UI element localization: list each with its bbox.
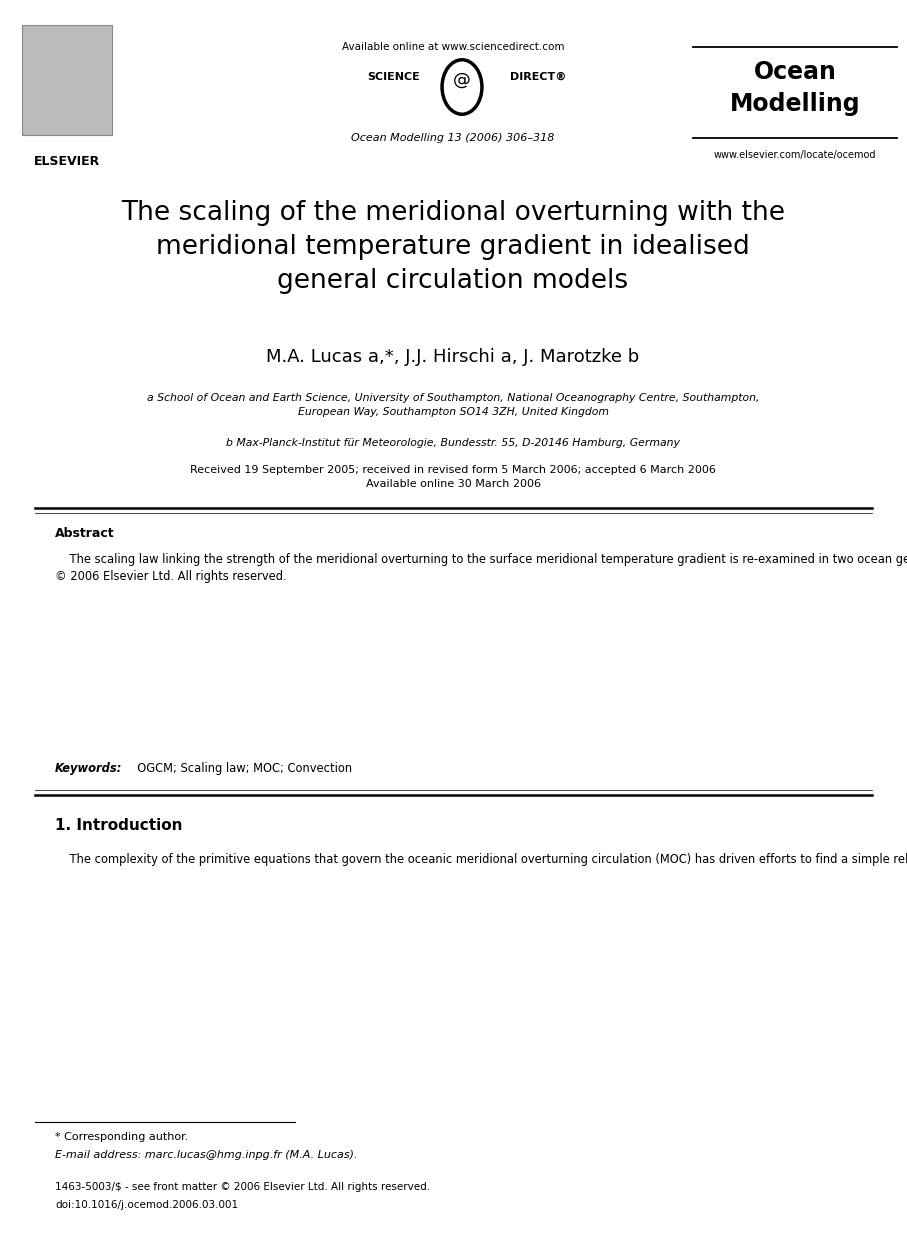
Text: The complexity of the primitive equations that govern the oceanic meridional ove: The complexity of the primitive equation… — [55, 853, 907, 867]
Text: * Corresponding author.: * Corresponding author. — [55, 1132, 189, 1141]
Text: 1463-5003/$ - see front matter © 2006 Elsevier Ltd. All rights reserved.: 1463-5003/$ - see front matter © 2006 El… — [55, 1182, 430, 1192]
Text: Received 19 September 2005; received in revised form 5 March 2006; accepted 6 Ma: Received 19 September 2005; received in … — [190, 465, 716, 489]
Text: @: @ — [454, 71, 471, 89]
Text: The scaling of the meridional overturning with the
meridional temperature gradie: The scaling of the meridional overturnin… — [121, 201, 785, 293]
Text: ELSEVIER: ELSEVIER — [34, 155, 100, 168]
Text: Modelling: Modelling — [730, 92, 861, 116]
Text: 1. Introduction: 1. Introduction — [55, 818, 182, 833]
Text: SCIENCE: SCIENCE — [367, 72, 420, 82]
Text: Ocean Modelling 13 (2006) 306–318: Ocean Modelling 13 (2006) 306–318 — [351, 132, 555, 144]
Text: a School of Ocean and Earth Science, University of Southampton, National Oceanog: a School of Ocean and Earth Science, Uni… — [147, 392, 759, 417]
Text: DIRECT®: DIRECT® — [510, 72, 566, 82]
Bar — [22, 25, 112, 135]
Text: b Max-Planck-Institut für Meteorologie, Bundesstr. 55, D-20146 Hamburg, Germany: b Max-Planck-Institut für Meteorologie, … — [226, 438, 680, 448]
Text: M.A. Lucas a,*, J.J. Hirschi a, J. Marotzke b: M.A. Lucas a,*, J.J. Hirschi a, J. Marot… — [267, 348, 639, 366]
Text: www.elsevier.com/locate/ocemod: www.elsevier.com/locate/ocemod — [714, 150, 876, 160]
Text: Keywords:: Keywords: — [55, 763, 122, 775]
Text: The scaling law linking the strength of the meridional overturning to the surfac: The scaling law linking the strength of … — [55, 553, 907, 583]
Text: Abstract: Abstract — [55, 527, 114, 540]
Text: E-mail address: marc.lucas@hmg.inpg.fr (M.A. Lucas).: E-mail address: marc.lucas@hmg.inpg.fr (… — [55, 1150, 357, 1160]
Text: OGCM; Scaling law; MOC; Convection: OGCM; Scaling law; MOC; Convection — [130, 763, 352, 775]
Text: Ocean: Ocean — [754, 59, 836, 84]
Text: doi:10.1016/j.ocemod.2006.03.001: doi:10.1016/j.ocemod.2006.03.001 — [55, 1200, 239, 1210]
Text: Available online at www.sciencedirect.com: Available online at www.sciencedirect.co… — [342, 42, 564, 52]
